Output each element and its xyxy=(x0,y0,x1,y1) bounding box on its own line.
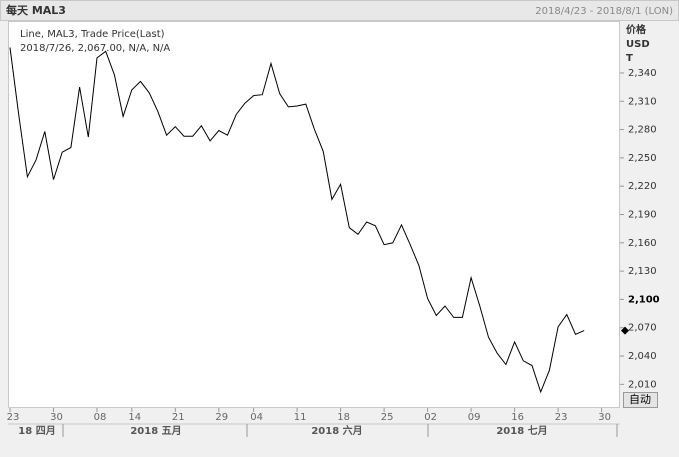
x-tick-label: 04 xyxy=(250,412,263,423)
y-tick-label: 2,130 xyxy=(628,266,657,277)
month-label: 2018 六月 xyxy=(311,424,362,437)
x-tick-label: 14 xyxy=(128,412,141,423)
unit-label: USD xyxy=(626,39,650,50)
x-tick-label: 23 xyxy=(555,412,568,423)
date-range: 2018/4/23 - 2018/8/1 (LON) xyxy=(535,6,673,17)
y-tick-label: 2,250 xyxy=(628,153,657,164)
y-tick-label: 2,010 xyxy=(628,379,657,390)
auto-button[interactable] xyxy=(623,392,658,408)
x-tick-label: 09 xyxy=(468,412,481,423)
y-tick-label: 2,160 xyxy=(628,238,657,249)
month-label: 2018 七月 xyxy=(496,424,547,437)
x-tick-label: 02 xyxy=(424,412,437,423)
x-tick-label: 18 xyxy=(337,412,350,423)
chart-title: 每天 MAL3 xyxy=(6,3,66,17)
y-tick-label: 2,280 xyxy=(628,125,657,136)
x-tick-label: 16 xyxy=(511,412,524,423)
x-tick-label: 23 xyxy=(7,412,20,423)
plot-area xyxy=(8,21,620,408)
x-tick-label: 30 xyxy=(598,412,611,423)
x-tick-label: 25 xyxy=(381,412,394,423)
y-tick-label: 2,340 xyxy=(628,68,657,79)
x-tick-label: 30 xyxy=(50,412,63,423)
x-tick-label: 11 xyxy=(294,412,307,423)
x-tick-label: 29 xyxy=(215,412,228,423)
legend-line: Line, MAL3, Trade Price(Last) xyxy=(20,29,165,40)
y-tick-label: 2,040 xyxy=(628,351,657,362)
month-label: 18 四月 xyxy=(18,425,55,437)
y-tick-label: 2,310 xyxy=(628,96,657,107)
y-tick-label: 2,100 xyxy=(628,294,660,305)
y-tick-label: 2,070 xyxy=(628,323,657,334)
last-value-marker xyxy=(621,326,629,335)
unit-label: 价格 xyxy=(626,23,647,36)
x-tick-label: 21 xyxy=(172,412,185,423)
unit-label: T xyxy=(626,53,633,64)
y-tick-label: 2,190 xyxy=(628,210,657,221)
y-tick-label: 2,220 xyxy=(628,181,657,192)
price-line xyxy=(9,47,585,394)
x-tick-label: 08 xyxy=(94,412,107,423)
month-label: 2018 五月 xyxy=(130,425,181,437)
legend-line: 2018/7/26, 2,067.00, N/A, N/A xyxy=(20,43,170,54)
auto-button-label[interactable]: 自动 xyxy=(629,393,651,406)
